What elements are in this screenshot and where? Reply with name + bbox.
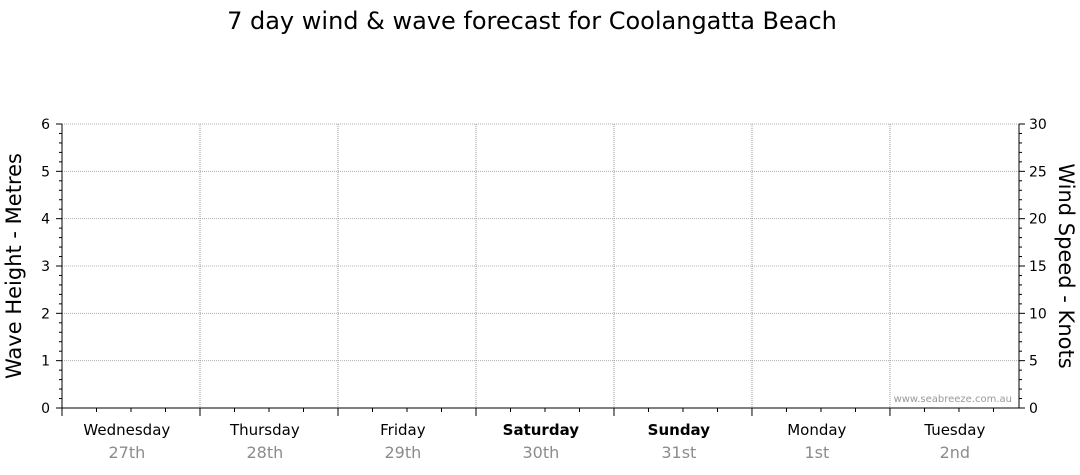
day-name-label: Friday [380,421,426,439]
right-tick-label: 15 [1029,259,1047,275]
day-date-label: 31st [661,443,696,462]
right-axis-title: Wind Speed - Knots [1054,163,1078,368]
watermark: www.seabreeze.com.au [894,394,1012,405]
left-tick-label: 0 [41,401,50,417]
left-axis-title: Wave Height - Metres [2,153,26,379]
day-name-label: Saturday [503,421,580,439]
right-tick-label: 30 [1029,117,1047,133]
right-tick-label: 0 [1029,401,1038,417]
day-date-label: 29th [384,443,421,462]
chart-title: 7 day wind & wave forecast for Coolangat… [227,7,837,35]
right-tick-label: 5 [1029,354,1038,370]
day-name-label: Thursday [229,421,300,439]
day-date-label: 28th [246,443,283,462]
left-tick-label: 6 [41,117,50,133]
day-labels: Wednesday 27th Thursday 28th Friday 29th Satur… [83,421,985,462]
day-name-label: Sunday [648,421,711,439]
left-tick-label: 3 [41,259,50,275]
left-tick-label: 2 [41,306,50,322]
right-tick-label: 10 [1029,306,1047,322]
left-axis-ticks: 0 1 2 3 4 5 6 [41,117,62,417]
left-tick-label: 4 [41,212,50,228]
right-axis-ticks: 0 5 10 15 20 25 30 [1019,117,1047,417]
right-tick-label: 25 [1029,164,1047,180]
day-name-label: Tuesday [923,421,985,439]
day-date-label: 30th [522,443,559,462]
axes [61,124,1020,416]
left-tick-label: 1 [41,354,50,370]
right-tick-label: 20 [1029,212,1047,228]
day-date-label: 1st [804,443,829,462]
left-tick-label: 5 [41,164,50,180]
grid [62,123,1019,408]
day-name-label: Wednesday [83,421,170,439]
day-date-label: 27th [108,443,145,462]
day-name-label: Monday [787,421,846,439]
day-date-label: 2nd [940,443,970,462]
